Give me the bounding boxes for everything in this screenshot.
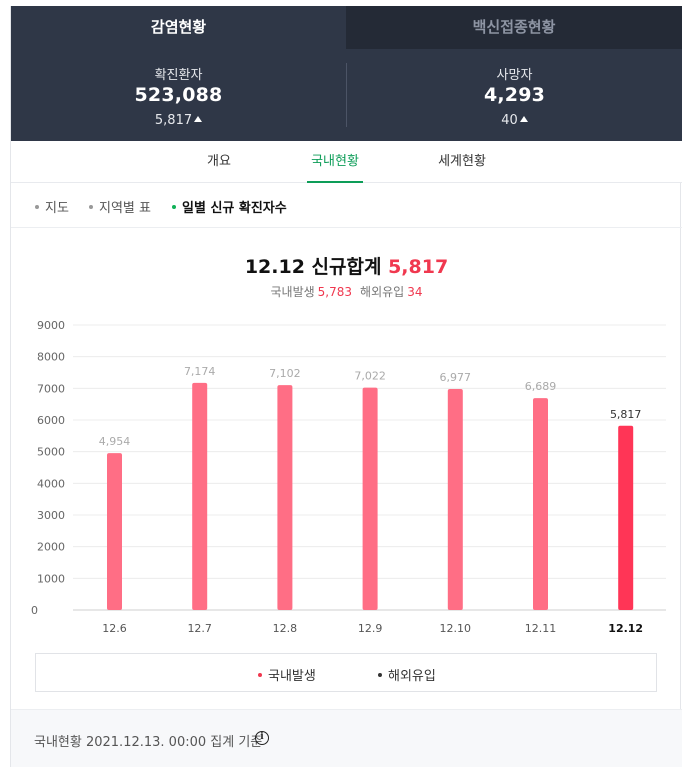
- x-tick-label: 12.8: [273, 622, 298, 635]
- legend-dot-icon: [378, 673, 382, 677]
- view-filter-bar: 지도 지역별 표 일별 신규 확진자수: [11, 183, 682, 228]
- bullet-icon: [89, 205, 93, 209]
- up-triangle-icon: [194, 116, 203, 122]
- bar-12.12[interactable]: [618, 425, 634, 610]
- legend-domestic-label: 국내발생: [268, 669, 316, 684]
- x-tick-label: 12.9: [358, 622, 383, 635]
- confirmed-delta: 5,817: [11, 113, 346, 128]
- y-tick-label: 5000: [37, 446, 65, 459]
- filter-map-label: 지도: [45, 201, 69, 216]
- y-tick-label: 8000: [37, 351, 65, 364]
- daily-breakdown: 국내발생 5,783 해외유입 34: [11, 283, 682, 300]
- confirmed-value: 523,088: [134, 84, 223, 106]
- tab-world[interactable]: 세계현황: [438, 154, 486, 169]
- chart-legend: 국내발생 해외유입: [35, 653, 657, 692]
- stats-summary: 확진환자 523,088 5,817 사망자 4,293 40: [11, 49, 682, 141]
- headline-total: 5,817: [388, 256, 449, 278]
- data-label: 4,954: [99, 435, 131, 448]
- info-icon[interactable]: i: [255, 731, 269, 745]
- data-timestamp-footer: 국내현황 2021.12.13. 00:00 집계 기준 i: [11, 709, 682, 767]
- confirmed-delta-value: 5,817: [154, 113, 193, 128]
- deaths-delta: 40: [347, 113, 682, 128]
- legend-overseas: 해외유입: [378, 665, 436, 684]
- tab-domestic[interactable]: 국내현황: [307, 141, 363, 183]
- data-label: 7,022: [354, 370, 386, 383]
- y-tick-label: 9000: [37, 319, 65, 332]
- data-label: 7,102: [269, 367, 301, 380]
- x-tick-label: 12.7: [187, 622, 212, 635]
- confirmed-stat: 확진환자 523,088 5,817: [11, 49, 346, 141]
- bar-12.11[interactable]: [533, 398, 548, 610]
- domestic-label: 국내발생: [270, 285, 315, 299]
- x-tick-label: 12.6: [102, 622, 127, 635]
- top-tab-bar: 감염현황 백신접종현황: [11, 6, 682, 49]
- headline-title: 12.12 신규합계: [244, 256, 382, 278]
- y-tick-label: 4000: [37, 477, 65, 490]
- deaths-value: 4,293: [483, 84, 546, 106]
- confirmed-label: 확진환자: [154, 68, 203, 83]
- x-tick-label: 12.11: [525, 622, 557, 635]
- overseas-value: 34: [407, 285, 423, 299]
- y-tick-label: 7000: [37, 382, 65, 395]
- y-tick-label: 6000: [37, 414, 65, 427]
- bar-12.7[interactable]: [192, 382, 208, 610]
- daily-cases-bar-chart: 9000 8000 7000 6000 5000 4000 3000 2000 1000 0 4,9…: [31, 319, 666, 635]
- filter-region-table[interactable]: 지역별 표: [89, 197, 151, 216]
- stat-divider: [346, 63, 347, 127]
- up-triangle-icon: [519, 116, 528, 122]
- deaths-stat: 사망자 4,293 40: [347, 49, 682, 141]
- data-label: 6,977: [440, 371, 472, 384]
- overseas-label: 해외유입: [360, 285, 405, 299]
- deaths-delta-value: 40: [501, 113, 518, 128]
- deaths-label: 사망자: [496, 68, 533, 83]
- legend-domestic: 국내발생: [258, 665, 316, 684]
- x-tick-label: 12.10: [440, 622, 472, 635]
- data-label: 7,174: [184, 365, 216, 378]
- legend-dot-icon: [258, 673, 262, 677]
- filter-daily-new-cases-label: 일별 신규 확진자수: [182, 201, 287, 216]
- timestamp-text: 국내현황 2021.12.13. 00:00 집계 기준: [34, 735, 263, 750]
- tab-infection-status[interactable]: 감염현황: [11, 6, 346, 49]
- bar-12.6[interactable]: [107, 453, 122, 610]
- y-tick-label: 0: [31, 604, 38, 617]
- bar-12.8[interactable]: [277, 385, 293, 610]
- bullet-icon: [35, 205, 39, 209]
- y-tick-label: 3000: [37, 509, 65, 522]
- y-tick-label: 1000: [37, 572, 65, 585]
- daily-total-headline: 12.12 신규합계 5,817: [11, 252, 682, 279]
- x-tick-label: 12.12: [608, 622, 643, 635]
- sub-tab-bar: 개요 국내현황 세계현황: [11, 141, 682, 183]
- bar-12.10[interactable]: [447, 389, 463, 610]
- y-tick-label: 2000: [37, 541, 65, 554]
- data-label: 5,817: [610, 408, 642, 421]
- bar-12.9[interactable]: [362, 387, 378, 610]
- tab-vaccination-status[interactable]: 백신접종현황: [346, 6, 682, 49]
- tab-overview[interactable]: 개요: [207, 154, 231, 169]
- covid-status-panel: 감염현황 백신접종현황 확진환자 523,088 5,817 사망자 4,293…: [10, 6, 682, 767]
- filter-region-table-label: 지역별 표: [99, 201, 151, 216]
- filter-daily-new-cases[interactable]: 일별 신규 확진자수: [172, 197, 287, 216]
- data-label: 6,689: [525, 380, 557, 393]
- bullet-icon: [172, 205, 176, 209]
- filter-map[interactable]: 지도: [35, 197, 69, 216]
- domestic-value: 5,783: [317, 285, 353, 299]
- legend-overseas-label: 해외유입: [388, 669, 436, 684]
